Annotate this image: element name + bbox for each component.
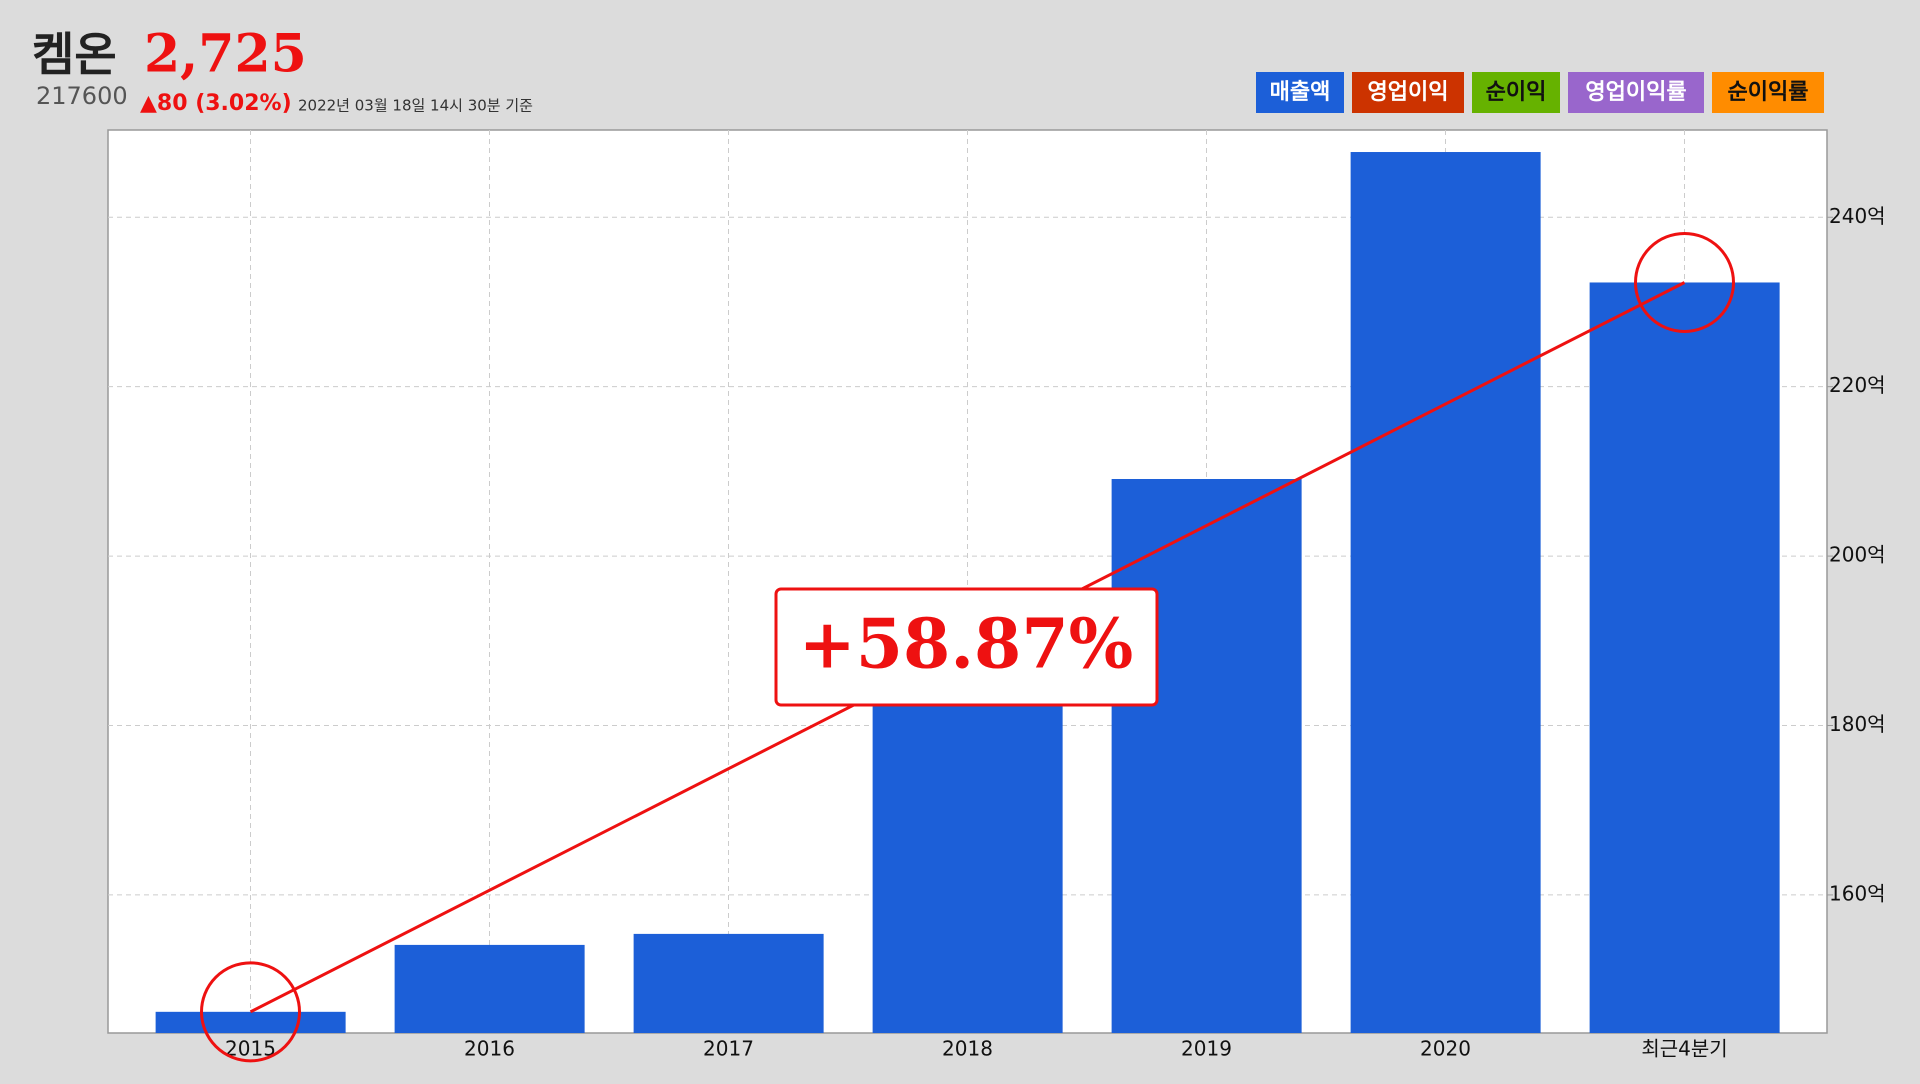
- y-tick-label: 240억: [1829, 204, 1886, 228]
- bar: [155, 1011, 346, 1033]
- legend-label[interactable]: 매출액: [1270, 80, 1331, 105]
- highlight-circle: [1634, 231, 1735, 333]
- x-tick-label: 2016: [464, 1037, 515, 1061]
- legend-label[interactable]: 영업이익률: [1585, 80, 1686, 105]
- annotation: +58.87%: [799, 605, 1134, 685]
- annotation-box: [774, 587, 1159, 707]
- legend-button[interactable]: [1472, 72, 1560, 113]
- bar: [1111, 479, 1302, 1034]
- price-change: ▲80 (3.02%): [140, 91, 292, 116]
- y-tick-label: 180억: [1829, 712, 1886, 736]
- legend-label[interactable]: 순이익: [1486, 80, 1547, 105]
- legend-button[interactable]: [1568, 72, 1704, 113]
- stock-price: 2,725: [144, 24, 307, 85]
- bar: [1589, 282, 1780, 1033]
- bar: [1350, 152, 1541, 1033]
- timestamp: 2022년 03월 18일 14시 30분 기준: [298, 97, 533, 115]
- y-tick-label: 220억: [1829, 373, 1886, 397]
- legend-button[interactable]: [1256, 72, 1344, 113]
- bar: [872, 691, 1063, 1033]
- bar: [633, 933, 824, 1033]
- x-tick-label: 최근4분기: [1641, 1037, 1727, 1061]
- x-tick-label: 2018: [942, 1037, 993, 1061]
- x-tick-label: 2019: [1181, 1037, 1232, 1061]
- legend-button[interactable]: [1712, 72, 1824, 113]
- x-tick-label: 2017: [703, 1037, 754, 1061]
- y-tick-label: 200억: [1829, 543, 1886, 567]
- legend-label[interactable]: 순이익률: [1728, 80, 1809, 105]
- bar: [394, 944, 585, 1033]
- highlight-circle: [200, 961, 301, 1063]
- legend-label[interactable]: 영업이익: [1368, 80, 1449, 105]
- x-tick-label: 2020: [1420, 1037, 1471, 1061]
- legend-button[interactable]: [1352, 72, 1464, 113]
- y-tick-label: 160억: [1829, 881, 1886, 905]
- stock-code: 217600: [36, 82, 128, 110]
- stock-name: 켐온: [32, 28, 117, 82]
